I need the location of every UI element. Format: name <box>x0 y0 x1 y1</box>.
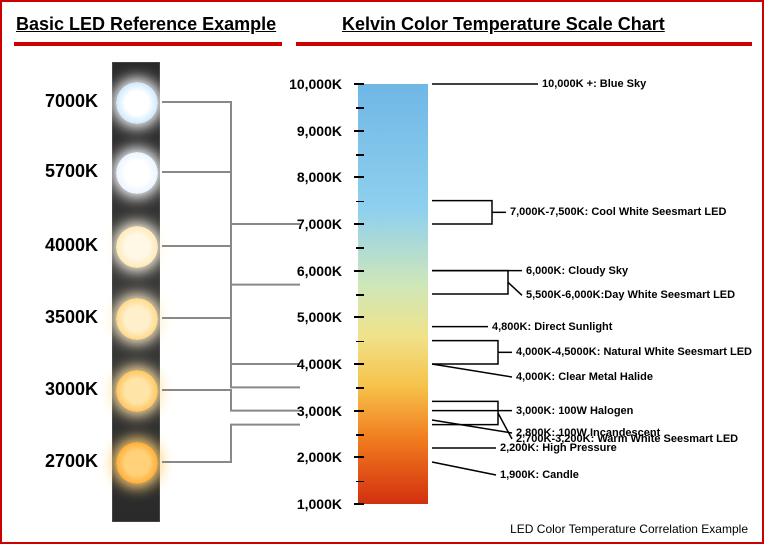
footer-caption: LED Color Temperature Correlation Exampl… <box>510 522 748 536</box>
scale-annotation: 3,000K: 100W Halogen <box>516 405 633 417</box>
scale-tick-mark <box>354 410 364 412</box>
scale-tick-mark <box>354 503 364 505</box>
scale-tick-label: 8,000K <box>297 169 342 185</box>
scale-tick-minor <box>356 341 364 343</box>
chart-frame: Basic LED Reference Example Kelvin Color… <box>0 0 764 544</box>
scale-tick-label: 10,000K <box>289 76 342 92</box>
scale-tick-label: 1,000K <box>297 496 342 512</box>
led-bulb <box>116 442 158 484</box>
scale-annotation: 5,500K-6,000K:Day White Seesmart LED <box>526 289 735 301</box>
scale-tick-mark <box>354 130 364 132</box>
scale-annotation: 2,200K: High Pressure <box>500 442 617 454</box>
title-right: Kelvin Color Temperature Scale Chart <box>342 14 665 35</box>
led-bulb <box>116 226 158 268</box>
kelvin-scale-bar <box>358 84 428 504</box>
scale-tick-minor <box>356 387 364 389</box>
scale-tick-minor <box>356 294 364 296</box>
scale-tick-minor <box>356 247 364 249</box>
scale-tick-minor <box>356 107 364 109</box>
scale-tick-label: 6,000K <box>297 263 342 279</box>
led-label: 3000K <box>28 379 98 400</box>
led-bulb <box>116 152 158 194</box>
scale-tick-mark <box>354 363 364 365</box>
led-strip <box>112 62 160 522</box>
led-bulb <box>116 370 158 412</box>
scale-tick-minor <box>356 154 364 156</box>
scale-annotation: 4,000K: Clear Metal Halide <box>516 371 653 383</box>
scale-tick-label: 9,000K <box>297 123 342 139</box>
scale-annotation: 6,000K: Cloudy Sky <box>526 265 628 277</box>
rule-left <box>14 42 282 46</box>
scale-tick-mark <box>354 270 364 272</box>
title-left: Basic LED Reference Example <box>16 14 276 35</box>
rule-right <box>296 42 752 46</box>
scale-tick-mark <box>354 456 364 458</box>
scale-annotation: 1,900K: Candle <box>500 469 579 481</box>
scale-annotation: 7,000K-7,500K: Cool White Seesmart LED <box>510 206 726 218</box>
scale-tick-mark <box>354 176 364 178</box>
led-label: 3500K <box>28 307 98 328</box>
led-label: 5700K <box>28 161 98 182</box>
scale-tick-mark <box>354 83 364 85</box>
scale-tick-label: 3,000K <box>297 403 342 419</box>
scale-tick-minor <box>356 481 364 483</box>
led-label: 4000K <box>28 235 98 256</box>
scale-tick-mark <box>354 223 364 225</box>
scale-tick-minor <box>356 201 364 203</box>
scale-annotation: 10,000K +: Blue Sky <box>542 78 646 90</box>
scale-tick-label: 2,000K <box>297 449 342 465</box>
scale-annotation: 4,000K-4,5000K: Natural White Seesmart L… <box>516 346 752 358</box>
led-label: 7000K <box>28 91 98 112</box>
led-label: 2700K <box>28 451 98 472</box>
scale-tick-label: 7,000K <box>297 216 342 232</box>
led-bulb <box>116 82 158 124</box>
scale-annotation: 4,800K: Direct Sunlight <box>492 321 612 333</box>
scale-tick-label: 5,000K <box>297 309 342 325</box>
scale-tick-label: 4,000K <box>297 356 342 372</box>
scale-tick-minor <box>356 434 364 436</box>
scale-tick-mark <box>354 316 364 318</box>
led-bulb <box>116 298 158 340</box>
